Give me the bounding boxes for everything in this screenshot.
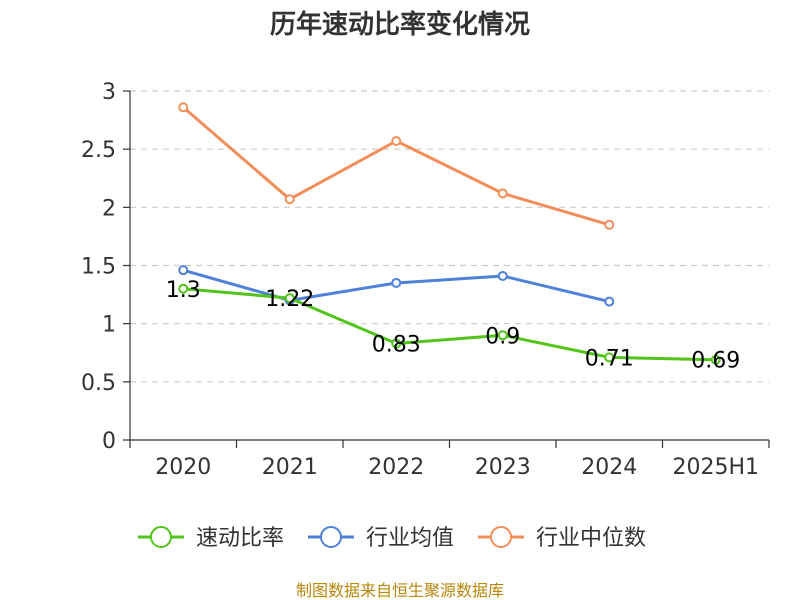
- legend-item[interactable]: 速动比率: [138, 526, 284, 551]
- data-point: [604, 219, 615, 230]
- y-tick-label: 0: [102, 429, 116, 454]
- y-tick-label: 3: [102, 80, 116, 105]
- data-label: 0.83: [372, 332, 421, 357]
- data-label: 1.22: [265, 287, 314, 312]
- data-point: [284, 293, 295, 304]
- y-axis-ticks: 0 0.5 1 1.5 2 2.5 3: [81, 80, 116, 454]
- data-point: [497, 330, 508, 341]
- x-tick-label: 2020: [155, 455, 211, 480]
- x-tick-label: 2023: [475, 455, 531, 480]
- x-tick-label: 2024: [581, 455, 637, 480]
- legend-item[interactable]: 行业中位数: [478, 526, 646, 551]
- chart-title: 历年速动比率变化情况: [270, 9, 530, 40]
- grid-lines: [130, 90, 769, 383]
- x-tick-label: 2025H1: [672, 455, 759, 480]
- legend-marker: [320, 526, 342, 548]
- data-point: [178, 265, 189, 276]
- data-label: 0.69: [691, 349, 740, 374]
- legend-label: 行业均值: [366, 526, 454, 551]
- data-point: [497, 188, 508, 199]
- data-point: [178, 102, 189, 113]
- y-tick-label: 2.5: [81, 138, 116, 163]
- source-note: 制图数据来自恒生聚源数据库: [296, 581, 504, 600]
- legend-label: 行业中位数: [536, 526, 646, 551]
- data-point: [497, 270, 508, 281]
- series-line: [183, 287, 716, 362]
- data-point: [391, 338, 402, 349]
- data-point: [178, 283, 189, 294]
- y-tick-label: 2: [102, 196, 116, 221]
- legend-label: 速动比率: [196, 526, 284, 551]
- data-point: [710, 354, 721, 365]
- data-point: [391, 277, 402, 288]
- data-point: [284, 194, 295, 205]
- data-label: 0.9: [485, 324, 520, 349]
- x-axis-ticks: 2020 2021 2022 2023 2024 2025H1: [155, 455, 759, 480]
- data-labels: 1.3 1.22 0.83 0.9 0.71 0.69: [166, 278, 740, 374]
- data-label: 0.71: [585, 346, 634, 371]
- axes: [123, 90, 770, 448]
- y-tick-label: 1: [102, 313, 116, 338]
- x-tick-label: 2021: [262, 455, 318, 480]
- legend: 速动比率 行业均值 行业中位数: [138, 526, 646, 551]
- data-label: 1.3: [166, 278, 201, 303]
- legend-marker: [490, 526, 512, 548]
- series-group: [178, 102, 721, 365]
- y-tick-label: 1.5: [81, 255, 116, 280]
- x-tick-label: 2022: [368, 455, 424, 480]
- y-tick-label: 0.5: [81, 371, 116, 396]
- data-point: [604, 296, 615, 307]
- data-point: [391, 136, 402, 147]
- legend-marker: [150, 526, 172, 548]
- legend-item[interactable]: 行业均值: [308, 526, 454, 551]
- data-point: [604, 352, 615, 363]
